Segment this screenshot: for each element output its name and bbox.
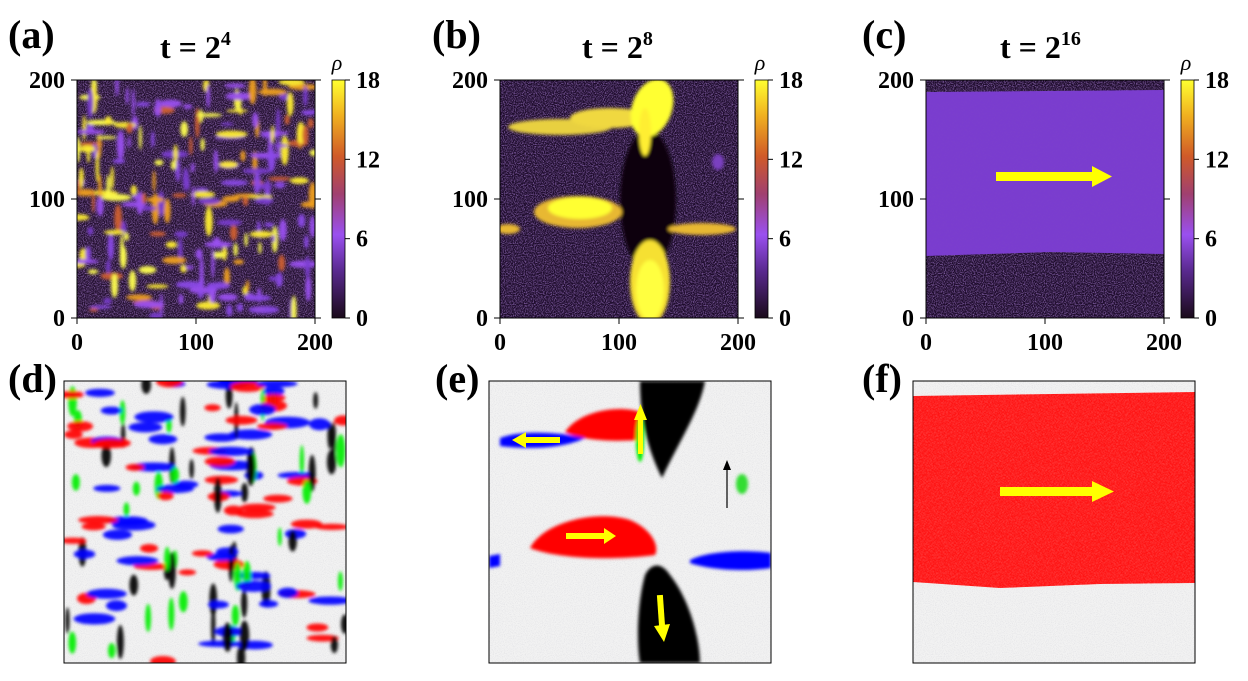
colorbar-c: ρ 18 12 6 0 — [1180, 50, 1229, 332]
title-b: t = 28 — [582, 28, 653, 65]
y-tick-label-a: 0 — [53, 306, 65, 332]
panel-label-d: (d) — [8, 356, 57, 401]
title-c-base: t = 2 — [1000, 29, 1061, 65]
x-tick-label-b: 0 — [494, 330, 506, 356]
heatmap-a — [77, 80, 315, 318]
snapshot-f — [913, 381, 1195, 663]
panel-label-f: (f) — [862, 356, 902, 401]
colorbar-tick-label-c: 12 — [1205, 147, 1229, 173]
colorbar-a: ρ 18 12 6 0 — [331, 50, 380, 332]
arrow-f — [1000, 481, 1114, 502]
arrow-e-black-down — [654, 594, 670, 642]
panel-label-a: (a) — [8, 12, 55, 57]
panel-label-e: (e) — [435, 356, 479, 401]
snapshot-e — [489, 381, 771, 663]
colorbar-tick-label-b: 12 — [779, 147, 803, 173]
colorbar-tick-label-c: 0 — [1205, 306, 1217, 332]
y-tick-label-c: 100 — [878, 187, 914, 213]
panel-a: (a) t = 24 0 100 200 0 100 200 ρ 18 12 6 0 — [8, 12, 380, 356]
colorbar-tick-label-a: 12 — [356, 147, 380, 173]
title-c-exp: 16 — [1061, 28, 1081, 50]
title-b-base: t = 2 — [582, 29, 643, 65]
colorbar-tick-label-a: 18 — [356, 68, 380, 94]
panel-label-c: (c) — [862, 12, 906, 57]
colorbar-label-a: ρ — [331, 50, 343, 75]
colorbar-tick-label-c: 6 — [1205, 227, 1217, 253]
arrow-e-blue-left — [512, 432, 560, 448]
y-tick-label-c: 200 — [878, 68, 914, 94]
title-b-exp: 8 — [643, 28, 653, 50]
panel-label-b: (b) — [432, 12, 481, 57]
frame-d — [63, 380, 347, 664]
panel-c: (c) t = 216 0 100 200 0 100 200 ρ 18 12 6 0 — [862, 12, 1229, 356]
panel-e: (e) — [435, 356, 772, 664]
title-a-exp: 4 — [221, 28, 231, 50]
colorbar-tick-label-c: 18 — [1205, 68, 1229, 94]
panel-f: (f) — [862, 356, 1196, 664]
arrow-c — [996, 166, 1112, 187]
x-tick-label-c: 100 — [1027, 330, 1063, 356]
arrow-e-small-up — [723, 460, 731, 508]
x-tick-label-c: 200 — [1146, 330, 1182, 356]
y-tick-label-c: 0 — [902, 306, 914, 332]
snapshot-d — [64, 381, 346, 663]
frame-f — [912, 380, 1196, 664]
title-a-base: t = 2 — [160, 29, 221, 65]
frame-e — [488, 380, 772, 664]
colorbar-tick-label-b: 0 — [779, 306, 791, 332]
x-tick-label-c: 0 — [920, 330, 932, 356]
y-tick-label-b: 200 — [452, 68, 488, 94]
arrows-e — [512, 404, 731, 642]
y-tick-label-a: 200 — [29, 68, 65, 94]
y-tick-label-b: 0 — [476, 306, 488, 332]
colorbar-label-b: ρ — [754, 50, 766, 75]
x-tick-label-b: 200 — [720, 330, 756, 356]
colorbar-b: ρ 18 12 6 0 — [754, 50, 803, 332]
panel-b: (b) t = 28 — [432, 12, 803, 356]
x-tick-label-a: 200 — [297, 330, 333, 356]
arrow-e-red-right — [566, 528, 616, 544]
colorbar-label-c: ρ — [1180, 50, 1192, 75]
y-tick-label-a: 100 — [29, 187, 65, 213]
x-tick-label-b: 100 — [601, 330, 637, 356]
colorbar-tick-label-a: 6 — [356, 227, 368, 253]
colorbar-tick-label-b: 6 — [779, 227, 791, 253]
y-tick-label-b: 100 — [452, 187, 488, 213]
heatmap-b — [500, 80, 738, 318]
x-tick-label-a: 0 — [71, 330, 83, 356]
panel-d: (d) — [8, 356, 347, 664]
colorbar-tick-label-b: 18 — [779, 68, 803, 94]
x-tick-label-a: 100 — [178, 330, 214, 356]
colorbar-tick-label-a: 0 — [356, 306, 368, 332]
title-a: t = 24 — [160, 28, 231, 65]
title-c: t = 216 — [1000, 28, 1081, 65]
arrow-e-green-up — [634, 404, 647, 454]
heatmap-c — [926, 80, 1164, 318]
